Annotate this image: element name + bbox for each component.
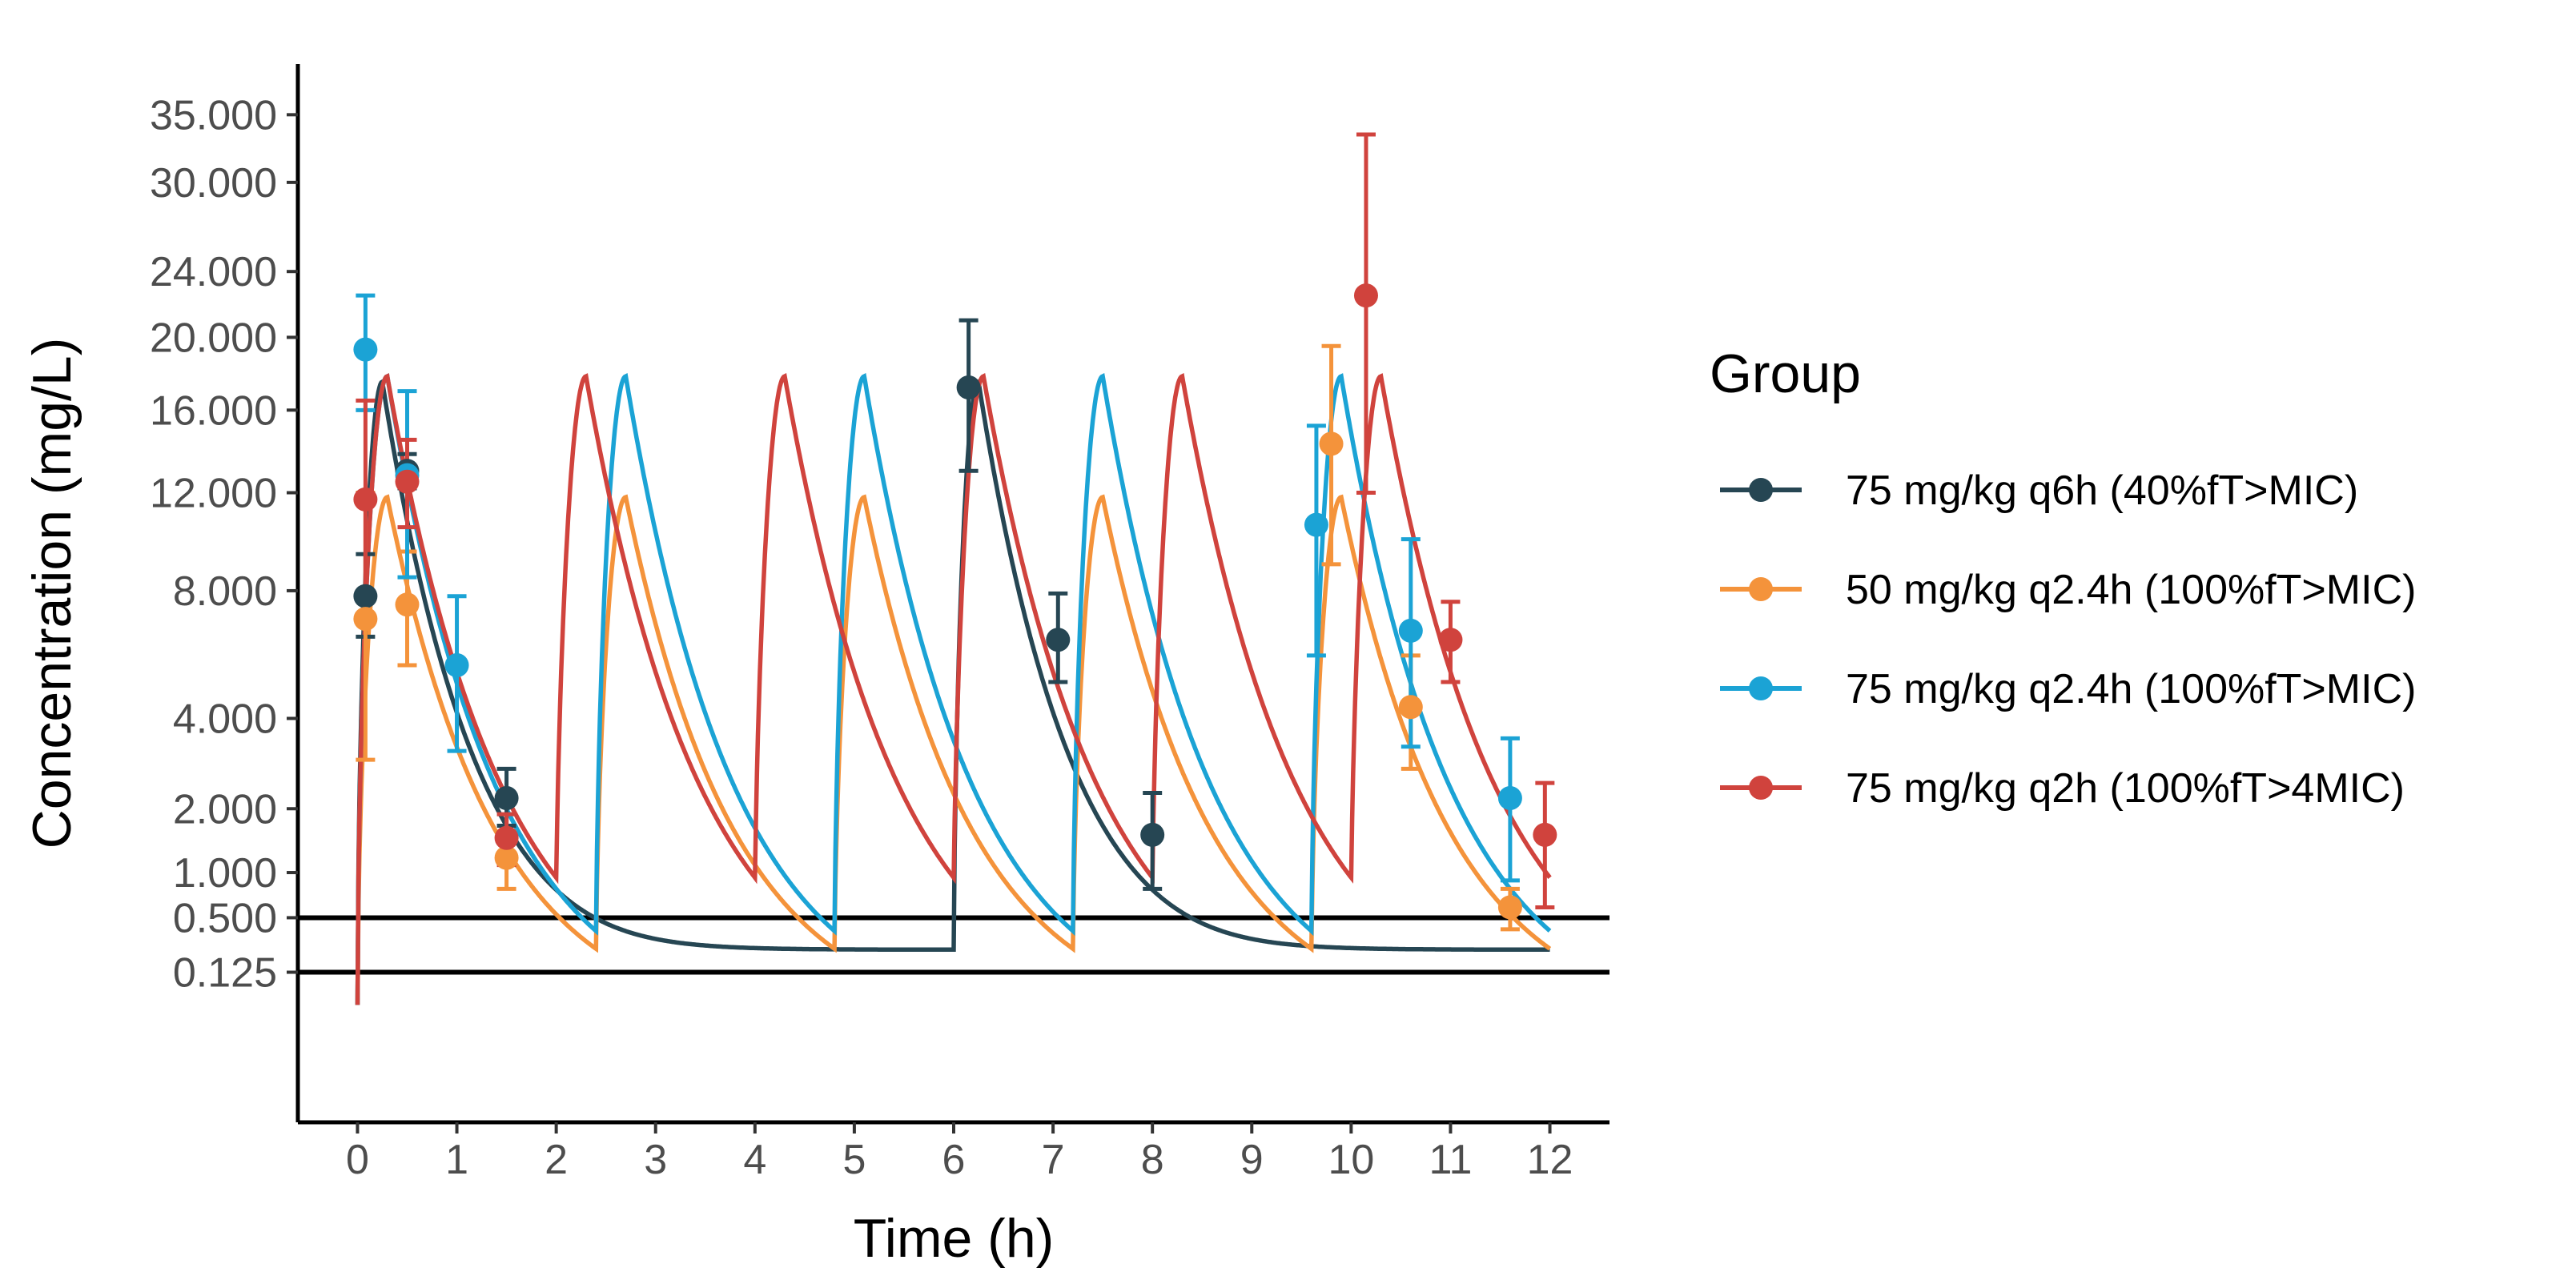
y-tick-label-10: 30.000 bbox=[150, 160, 277, 207]
data-point-3-0 bbox=[353, 487, 378, 512]
legend-key-dot-0 bbox=[1749, 478, 1773, 502]
x-tick-label-6: 6 bbox=[942, 1137, 966, 1183]
data-point-3-2 bbox=[494, 825, 519, 850]
legend-label-3: 75 mg/kg q2h (100%fT>4MIC) bbox=[1846, 765, 2405, 812]
x-tick-label-4: 4 bbox=[743, 1137, 766, 1183]
y-tick-label-3: 2.000 bbox=[173, 786, 277, 833]
model-curves bbox=[355, 372, 1552, 1005]
legend-key-dot-2 bbox=[1749, 676, 1773, 700]
x-tick-label-5: 5 bbox=[842, 1137, 866, 1183]
y-tick-label-8: 20.000 bbox=[150, 315, 277, 361]
data-point-2-3 bbox=[1304, 512, 1328, 537]
data-point-1-4 bbox=[1398, 695, 1423, 720]
curve-series-2 bbox=[355, 372, 1552, 1005]
legend-label-2: 75 mg/kg q2.4h (100%fT>MIC) bbox=[1846, 666, 2416, 712]
data-point-0-3 bbox=[956, 375, 981, 399]
y-tick-label-7: 16.000 bbox=[150, 387, 277, 434]
x-tick-label-0: 0 bbox=[346, 1137, 369, 1183]
observed-points bbox=[353, 283, 1557, 920]
y-axis-title: Concentration (mg/L) bbox=[22, 338, 82, 849]
y-tick-label-4: 4.000 bbox=[173, 696, 277, 742]
x-tick-label-3: 3 bbox=[644, 1137, 667, 1183]
data-point-2-2 bbox=[444, 652, 469, 677]
data-point-0-2 bbox=[494, 785, 519, 810]
data-point-3-4 bbox=[1438, 628, 1463, 652]
axis-ticks: 0 1 2 3 4 5 6 7 8 9 10 11 120.1250.5001.0002.0004.00… bbox=[150, 92, 1573, 1183]
y-tick-label-2: 1.000 bbox=[173, 850, 277, 897]
x-tick-label-12: 12 bbox=[1527, 1137, 1573, 1183]
x-tick-label-10: 10 bbox=[1328, 1137, 1374, 1183]
y-tick-label-6: 12.000 bbox=[150, 471, 277, 517]
data-point-2-0 bbox=[353, 337, 378, 362]
x-tick-label-2: 2 bbox=[545, 1137, 568, 1183]
data-point-0-0 bbox=[353, 584, 378, 608]
legend: Group 75 mg/kg q6h (40%fT>MIC) 50 mg/kg q… bbox=[1710, 343, 2416, 812]
legend-title: Group bbox=[1710, 343, 1861, 404]
legend-key-dot-3 bbox=[1749, 776, 1773, 800]
curve-series-0 bbox=[355, 378, 1550, 1005]
data-point-1-3 bbox=[1319, 431, 1344, 456]
x-tick-label-7: 7 bbox=[1042, 1137, 1065, 1183]
data-point-0-4 bbox=[1046, 628, 1071, 652]
data-point-3-3 bbox=[1353, 283, 1378, 308]
x-axis-title: Time (h) bbox=[854, 1208, 1055, 1269]
curve-series-3 bbox=[355, 372, 1552, 1005]
legend-label-1: 50 mg/kg q2.4h (100%fT>MIC) bbox=[1846, 567, 2416, 613]
data-point-0-5 bbox=[1140, 822, 1165, 847]
data-point-2-4 bbox=[1398, 618, 1423, 643]
data-point-2-5 bbox=[1497, 785, 1522, 810]
x-tick-label-11: 11 bbox=[1429, 1137, 1472, 1183]
y-tick-label-1: 0.500 bbox=[173, 895, 277, 941]
y-tick-label-5: 8.000 bbox=[173, 568, 277, 615]
x-tick-label-1: 1 bbox=[445, 1137, 468, 1183]
data-point-1-2 bbox=[494, 845, 519, 870]
legend-key-dot-1 bbox=[1749, 577, 1773, 601]
data-point-1-0 bbox=[353, 607, 378, 632]
y-tick-label-11: 35.000 bbox=[150, 92, 277, 138]
data-point-3-5 bbox=[1533, 822, 1557, 847]
y-tick-label-0: 0.125 bbox=[173, 950, 277, 997]
x-tick-label-9: 9 bbox=[1240, 1137, 1264, 1183]
data-point-1-1 bbox=[395, 592, 420, 617]
x-tick-label-8: 8 bbox=[1141, 1137, 1164, 1183]
y-tick-label-9: 24.000 bbox=[150, 249, 277, 295]
data-point-3-1 bbox=[395, 469, 420, 494]
legend-label-0: 75 mg/kg q6h (40%fT>MIC) bbox=[1846, 467, 2358, 514]
data-point-1-5 bbox=[1497, 895, 1522, 920]
